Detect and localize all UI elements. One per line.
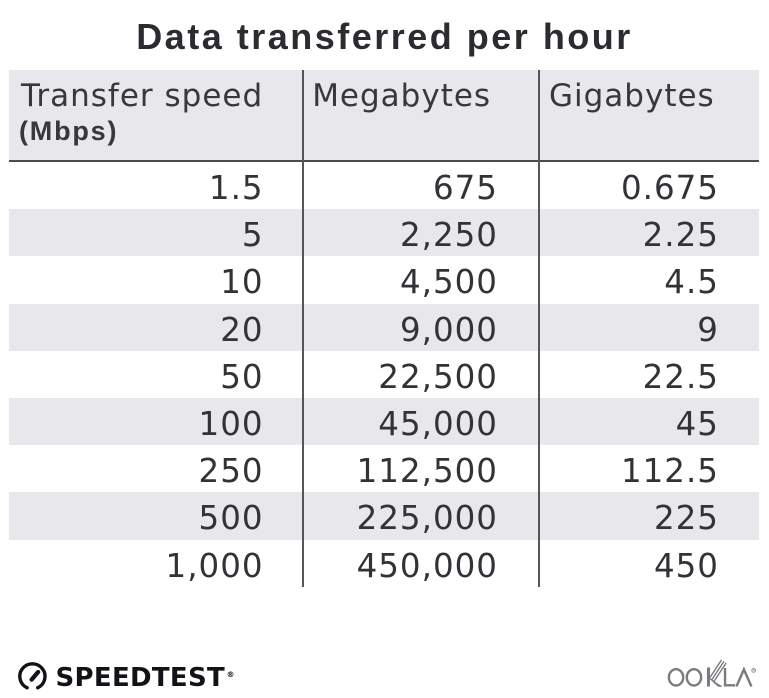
cell-gigabytes: 2.25 (642, 216, 719, 255)
cell-transfer-speed: 500 (198, 499, 264, 538)
cell-gigabytes: 450 (653, 546, 719, 585)
cell-gigabytes: 225 (653, 499, 719, 538)
cell-transfer-speed: 10 (220, 263, 264, 302)
cell-megabytes: 4,500 (399, 263, 498, 302)
table-body: 1.5 675 0.675 5 2,250 2.25 10 4,500 4.5 20 9,000 9 5… (9, 162, 759, 587)
cell-megabytes: 9,000 (399, 310, 498, 349)
cell-transfer-speed: 5 (241, 216, 264, 255)
page-title: Data transferred per hour (136, 15, 633, 57)
column-header-sublabel: (Mbps) (19, 116, 119, 147)
column-header-label: Gigabytes (548, 78, 715, 114)
cell-transfer-speed: 50 (220, 357, 264, 396)
column-header-megabytes: Megabytes (302, 70, 539, 160)
table-row: 100 45,000 45 (9, 397, 759, 446)
cell-megabytes: 2,250 (399, 216, 498, 255)
column-header-label: Transfer speed (21, 78, 264, 114)
cell-gigabytes: 4.5 (664, 263, 719, 302)
table-row: 50 22,500 22.5 (9, 351, 759, 398)
speedtest-wordmark: SPEEDTEST ® (55, 663, 235, 694)
cell-gigabytes: 45 (675, 404, 719, 443)
table-row: 250 112,500 112.5 (9, 445, 759, 492)
table-row: 20 9,000 9 (9, 303, 759, 351)
ookla-wordmark-icon (667, 659, 756, 688)
cell-transfer-speed: 1.5 (208, 169, 264, 207)
cell-megabytes: 112,500 (356, 452, 498, 491)
speedtest-gauge-icon (17, 661, 47, 689)
column-divider-2 (538, 70, 540, 587)
table-header-row: Transfer speed (Mbps) Megabytes Gigabyte… (9, 70, 759, 162)
cell-megabytes: 22,500 (378, 357, 498, 396)
column-header-label: Megabytes (312, 78, 492, 114)
cell-gigabytes: 112.5 (620, 452, 719, 491)
table-row: 500 225,000 225 (9, 492, 759, 540)
table-row: 5 2,250 2.25 (9, 209, 759, 257)
cell-transfer-speed: 250 (198, 452, 264, 491)
column-header-gigabytes: Gigabytes (539, 70, 759, 160)
column-header-transfer-speed: Transfer speed (Mbps) (9, 70, 302, 160)
cell-transfer-speed: 100 (198, 404, 264, 443)
cell-transfer-speed: 20 (220, 310, 264, 349)
cell-megabytes: 225,000 (356, 499, 498, 538)
column-divider-1 (302, 70, 304, 587)
cell-megabytes: 45,000 (378, 404, 498, 443)
ookla-logo: OOKLA (664, 653, 760, 695)
cell-gigabytes: 22.5 (642, 357, 719, 396)
speedtest-label: SPEEDTEST (55, 663, 226, 693)
cell-gigabytes: 9 (697, 310, 719, 349)
table-row: 1.5 675 0.675 (9, 162, 759, 209)
cell-gigabytes: 0.675 (620, 169, 719, 207)
cell-megabytes: 450,000 (356, 546, 498, 585)
table-row: 1,000 450,000 450 (9, 540, 759, 587)
cell-megabytes: 675 (432, 169, 498, 207)
cell-transfer-speed: 1,000 (165, 546, 264, 585)
data-table: Transfer speed (Mbps) Megabytes Gigabyte… (9, 70, 759, 587)
table-row: 10 4,500 4.5 (9, 256, 759, 303)
registered-trademark-icon: ® (226, 670, 235, 679)
